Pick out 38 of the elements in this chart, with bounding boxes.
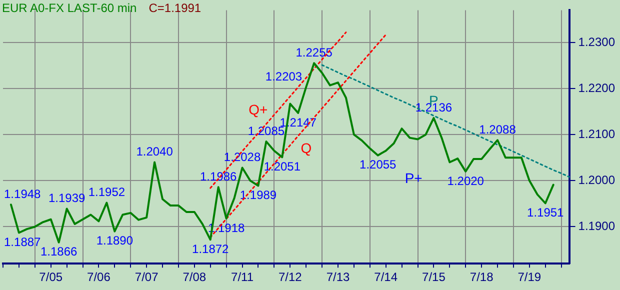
x-tick-label: 7/08: [182, 270, 206, 284]
data-label: 1.2020: [447, 174, 484, 188]
y-tick-label: 1.2200: [578, 80, 616, 95]
y-tick-label: 1.2100: [578, 126, 616, 141]
data-label: 1.1890: [96, 234, 134, 248]
data-label: 1.1939: [48, 191, 86, 206]
x-tick-label: 7/19: [518, 270, 542, 284]
series-label: Q: [300, 140, 312, 156]
y-tick-label: 1.1900: [578, 219, 616, 234]
y-tick-label: 1.2000: [578, 172, 616, 187]
y-tick-label: 1.2300: [578, 34, 616, 49]
chart-subtitle: C=1.1991: [148, 1, 202, 15]
series-label: Q+: [248, 102, 268, 118]
x-tick-label: 7/07: [134, 270, 159, 284]
annotation: P+: [404, 170, 422, 186]
data-label: 1.2028: [224, 150, 261, 164]
x-tick-label: 7/12: [278, 270, 302, 284]
x-tick-label: 7/11: [231, 270, 254, 284]
x-tick-label: 7/05: [39, 270, 63, 284]
x-tick-label: 7/15: [422, 270, 446, 284]
x-tick-label: 7/18: [470, 270, 494, 284]
data-label: 1.2088: [479, 122, 516, 136]
data-label: 1.1951: [527, 206, 564, 220]
data-label: 1.2051: [264, 159, 301, 174]
data-label: 1.1952: [88, 185, 126, 200]
data-label: 1.2203: [265, 69, 302, 84]
x-tick-label: 7/14: [374, 270, 398, 284]
data-label: 1.2055: [360, 158, 397, 172]
x-tick-label: 7/13: [326, 270, 350, 284]
chart-title: EUR A0-FX LAST-60 min: [2, 1, 137, 15]
data-label: 1.1887: [4, 235, 42, 250]
data-label: 1.1989: [240, 188, 277, 202]
data-label: 1.1866: [40, 244, 78, 259]
data-label: 1.1872: [192, 242, 230, 256]
data-label: 1.1986: [200, 169, 238, 184]
data-label: 1.2040: [136, 144, 174, 159]
data-label: 1.1948: [4, 186, 42, 201]
x-tick-label: 7/06: [87, 270, 111, 284]
